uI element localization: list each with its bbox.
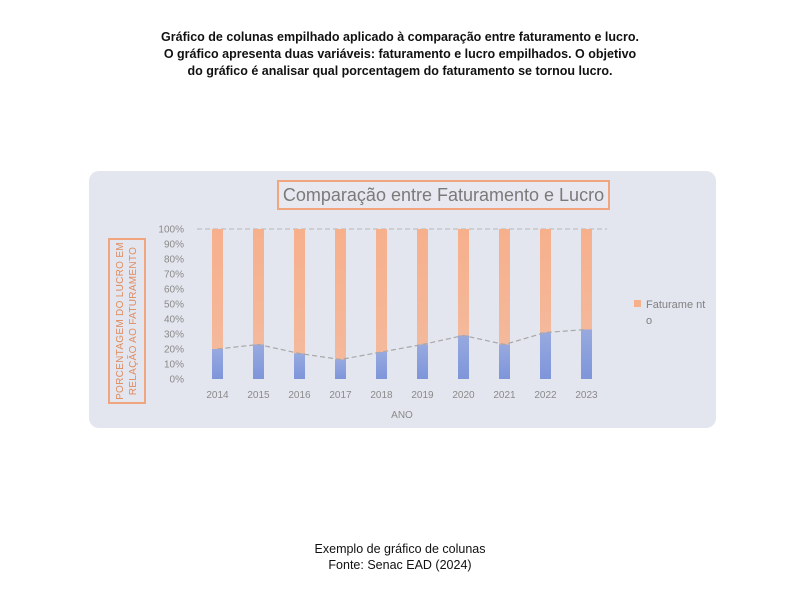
footer-source: Fonte: Senac EAD (2024) xyxy=(328,558,472,572)
x-tick-label: 2014 xyxy=(206,390,229,401)
bar-lucro xyxy=(417,344,428,379)
legend-swatch-faturamento xyxy=(634,300,641,307)
bar-faturamento xyxy=(212,229,223,349)
y-tick-label: 60% xyxy=(164,285,184,296)
x-tick-label: 2021 xyxy=(493,390,516,401)
x-axis-label: ANO xyxy=(391,410,413,421)
x-tick-label: 2020 xyxy=(452,390,475,401)
heading-line-3: do gráfico é analisar qual porcentagem d… xyxy=(187,64,613,78)
y-tick-label: 100% xyxy=(158,225,184,236)
heading-line-2: O gráfico apresenta duas variáveis: fatu… xyxy=(163,47,637,61)
chart-legend: Faturame nto xyxy=(634,297,706,329)
bar-lucro xyxy=(212,349,223,379)
bar-faturamento xyxy=(540,229,551,333)
bar-faturamento xyxy=(253,229,264,345)
footer-caption: Exemplo de gráfico de colunas xyxy=(314,542,486,556)
bar-faturamento xyxy=(499,229,510,345)
bar-lucro xyxy=(499,344,510,379)
bar-lucro xyxy=(335,359,346,379)
bar-lucro xyxy=(376,352,387,379)
bar-faturamento xyxy=(335,229,346,360)
bar-lucro xyxy=(458,335,469,379)
y-tick-label: 10% xyxy=(164,360,184,371)
bar-faturamento xyxy=(417,229,428,345)
y-tick-label: 90% xyxy=(164,240,184,251)
x-tick-label: 2022 xyxy=(534,390,557,401)
heading-line-1: Gráfico de colunas empilhado aplicado à … xyxy=(161,30,639,44)
y-tick-label: 80% xyxy=(164,255,184,266)
bar-faturamento xyxy=(376,229,387,352)
lucro-trend-line xyxy=(217,328,587,361)
y-axis-label-box xyxy=(108,238,146,404)
bar-lucro xyxy=(581,329,592,379)
bar-faturamento xyxy=(581,229,592,330)
y-tick-label: 0% xyxy=(170,375,185,386)
bar-lucro xyxy=(294,353,305,379)
heading: Gráfico de colunas empilhado aplicado à … xyxy=(110,29,690,80)
chart-title: Comparação entre Faturamento e Lucro xyxy=(277,180,610,210)
x-tick-label: 2018 xyxy=(370,390,393,401)
legend-label-faturamento: Faturame nto xyxy=(646,299,706,327)
bar-faturamento xyxy=(294,229,305,354)
x-tick-label: 2015 xyxy=(247,390,270,401)
y-tick-label: 30% xyxy=(164,330,184,341)
bar-lucro xyxy=(540,332,551,379)
y-tick-label: 70% xyxy=(164,270,184,281)
chart-panel xyxy=(89,171,716,428)
x-tick-label: 2019 xyxy=(411,390,434,401)
x-tick-label: 2023 xyxy=(575,390,598,401)
y-tick-label: 20% xyxy=(164,345,184,356)
bar-lucro xyxy=(253,344,264,379)
y-tick-label: 50% xyxy=(164,300,184,311)
x-tick-label: 2017 xyxy=(329,390,352,401)
footer: Exemplo de gráfico de colunas Fonte: Sen… xyxy=(250,541,550,573)
x-tick-label: 2016 xyxy=(288,390,311,401)
y-tick-label: 40% xyxy=(164,315,184,326)
bar-faturamento xyxy=(458,229,469,336)
